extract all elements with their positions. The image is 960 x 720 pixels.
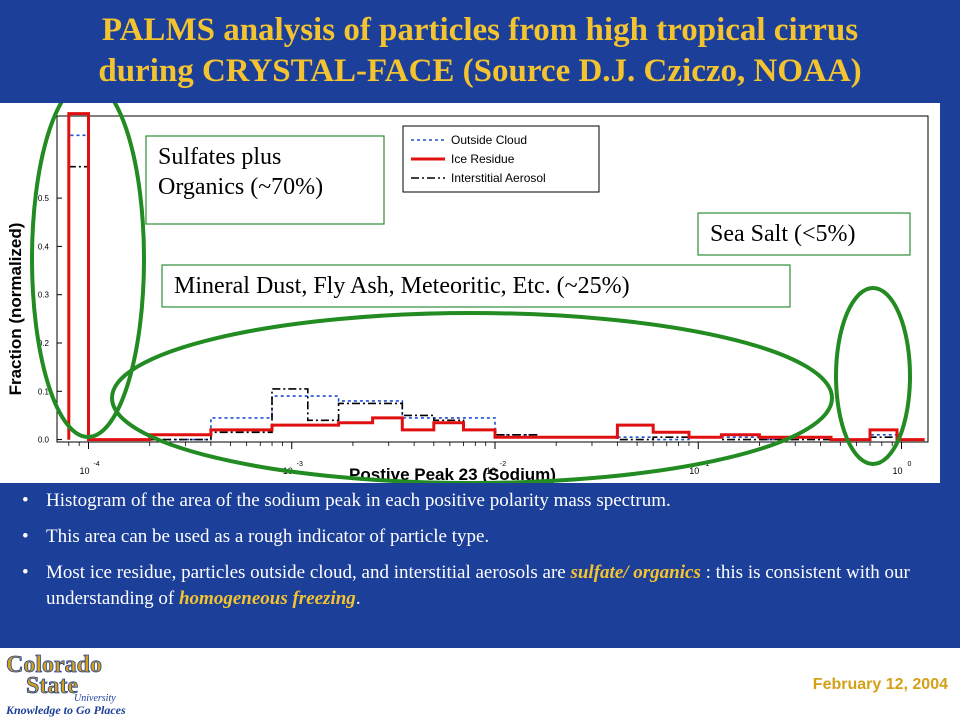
- legend-label: Ice Residue: [451, 152, 515, 166]
- y-tick-label: 0.0: [38, 436, 50, 445]
- logo-text-1: Colorado: [6, 652, 102, 678]
- histogram-chart: 0.00.10.20.30.40.510-410-310-210-1100Pos…: [6, 103, 929, 483]
- logo-text-3: University: [74, 693, 116, 704]
- bullet-emphasis-freezing: homogeneous freezing: [178, 588, 356, 609]
- ellipse-mineral: [110, 311, 834, 483]
- x-tick-label: 10: [79, 466, 89, 476]
- legend-label: Outside Cloud: [451, 133, 527, 147]
- footer-bar: [0, 648, 960, 720]
- series-line-interstitial-aerosol: [68, 165, 925, 441]
- annotation-text-sulfates: Organics (~70%): [158, 174, 323, 200]
- bullet-dot: •: [22, 562, 29, 583]
- bullet-item: • This area can be used as a rough indica…: [20, 524, 940, 550]
- x-tick-label: 10: [689, 466, 699, 476]
- x-tick-exponent: -4: [93, 461, 99, 468]
- chart-highlight-ellipses: [30, 103, 912, 483]
- logo-tagline: Knowledge to Go Places: [5, 703, 126, 717]
- x-tick-label: 10: [486, 466, 496, 476]
- annotation-box-sea_salt: [697, 212, 911, 256]
- title-line-1: PALMS analysis of particles from high tr…: [101, 12, 859, 48]
- x-axis-label: Postive Peak 23 (Sodium): [349, 465, 556, 483]
- ellipse-sea-salt: [834, 286, 912, 466]
- x-tick-exponent: 0: [908, 461, 912, 468]
- y-tick-label: 0.4: [38, 242, 50, 251]
- slide-title: PALMS analysis of particles from high tr…: [20, 10, 940, 92]
- bullet-text-pre: Most ice residue, particles outside clou…: [46, 562, 571, 583]
- annotation-text-sea_salt: Sea Salt (<5%): [710, 221, 856, 247]
- annotation-box-mineral: [161, 264, 791, 308]
- bullet-emphasis-sulfate: sulfate/ organics: [570, 562, 701, 583]
- university-logo: Colorado State University Knowledge to G…: [5, 652, 126, 717]
- bullet-item: • Histogram of the area of the sodium pea…: [20, 488, 940, 514]
- chart-series: [67, 112, 925, 442]
- y-tick-label: 0.3: [38, 291, 50, 300]
- y-tick-label: 0.2: [38, 339, 50, 348]
- bullet-item: • Most ice residue, particles outside clo…: [20, 560, 940, 612]
- bullet-list: • Histogram of the area of the sodium pea…: [20, 488, 940, 622]
- chart-legend: Outside Cloud Ice Residue Interstitial Aer…: [402, 125, 600, 193]
- annotation-text-mineral: Mineral Dust, Fly Ash, Meteoritic, Etc. …: [174, 273, 630, 299]
- bullet-dot: •: [22, 526, 29, 547]
- x-tick-exponent: -3: [297, 461, 303, 468]
- footer-date: February 12, 2004: [812, 676, 948, 693]
- title-line-2: during CRYSTAL-FACE (Source D.J. Cziczo,…: [98, 53, 862, 89]
- series-line-ice-residue: [67, 112, 925, 442]
- x-tick-label: 10: [893, 466, 903, 476]
- annotation-text-sulfates: Sulfates plus: [158, 144, 281, 170]
- bullet-text: Histogram of the area of the sodium peak…: [46, 490, 671, 511]
- x-tick-exponent: -2: [500, 461, 506, 468]
- bullet-text: This area can be used as a rough indicat…: [46, 526, 490, 547]
- legend-label: Interstitial Aerosol: [451, 171, 546, 185]
- bullet-text-post: .: [355, 588, 361, 609]
- chart-annotations: Sulfates plus Organics (~70%) Sea Salt (<5…: [145, 135, 911, 308]
- ellipse-sulfates: [30, 103, 146, 439]
- y-axis-label: Fraction (normalized): [6, 223, 25, 396]
- bullet-dot: •: [22, 490, 29, 511]
- y-tick-label: 0.5: [38, 194, 50, 203]
- bullet-text-mid: : this is consistent with our understand…: [46, 562, 910, 609]
- logo-text-2: State: [26, 673, 78, 699]
- annotation-box-sulfates: [145, 135, 385, 225]
- y-tick-label: 0.1: [38, 387, 50, 396]
